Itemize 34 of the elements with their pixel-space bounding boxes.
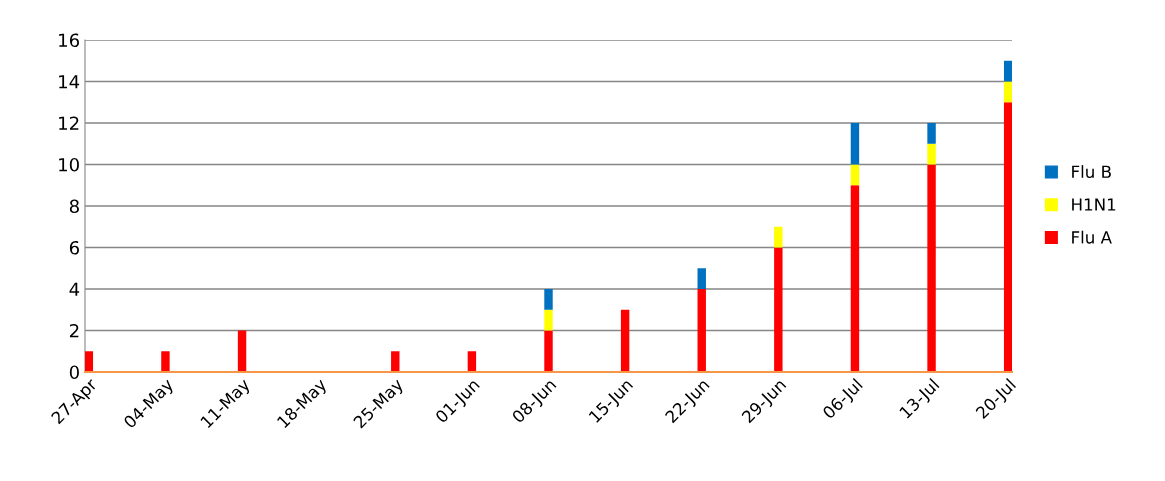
bar bbox=[467, 351, 477, 372]
bar bbox=[544, 330, 553, 372]
bar bbox=[391, 351, 400, 372]
y-tick-label: 10 bbox=[59, 157, 79, 172]
y-tick-label: 16 bbox=[59, 33, 79, 48]
bar bbox=[927, 123, 936, 144]
bar bbox=[1003, 81, 1012, 103]
y-tick-label: 8 bbox=[69, 199, 79, 214]
y-tick-label: 0 bbox=[69, 365, 79, 380]
bar bbox=[544, 309, 553, 331]
bar bbox=[850, 164, 860, 186]
bar bbox=[697, 289, 706, 372]
bar bbox=[774, 247, 783, 372]
y-tick-label: 12 bbox=[59, 116, 79, 130]
legend-label: H1N1 bbox=[1072, 198, 1116, 211]
bar bbox=[1003, 60, 1012, 82]
y-tick-label: 4 bbox=[69, 282, 80, 296]
bar bbox=[850, 123, 860, 165]
bar bbox=[85, 351, 94, 372]
bar bbox=[1003, 102, 1012, 372]
legend-label: Flu A bbox=[1072, 230, 1112, 244]
y-tick-label: 2 bbox=[69, 323, 79, 338]
bar bbox=[927, 143, 936, 165]
bar bbox=[237, 330, 247, 372]
bar bbox=[927, 164, 936, 372]
bar bbox=[774, 226, 783, 248]
legend-label: Flu B bbox=[1072, 165, 1111, 179]
y-tick-label: 6 bbox=[69, 240, 79, 255]
bar bbox=[544, 289, 553, 310]
y-tick-label: 14 bbox=[59, 75, 80, 89]
bar bbox=[697, 268, 706, 289]
bar bbox=[620, 309, 630, 372]
bar bbox=[161, 351, 170, 372]
bar bbox=[850, 185, 860, 372]
